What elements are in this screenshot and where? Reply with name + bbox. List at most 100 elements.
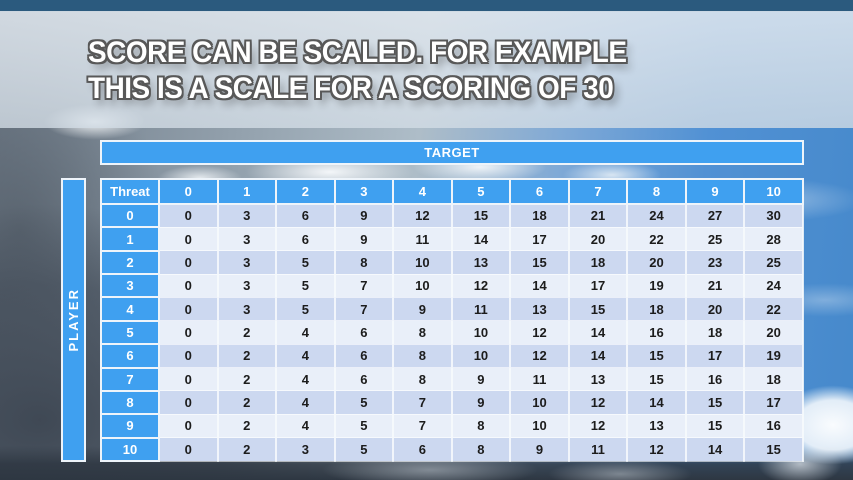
- score-cell: 14: [568, 344, 629, 369]
- score-cell: 8: [393, 367, 453, 392]
- score-cell: 4: [276, 344, 336, 369]
- column-header-row: Threat 0 1 2 3 4 5 6 7 8 9 10: [100, 178, 804, 205]
- row-label-cell: 5: [100, 319, 160, 346]
- score-cell: 9: [510, 437, 570, 462]
- score-cell: 4: [276, 414, 336, 439]
- score-cell: 4: [276, 367, 336, 392]
- score-cell: 15: [627, 344, 687, 369]
- score-cell: 9: [451, 367, 512, 392]
- table-row: 3 0 3 5 7 10 12 14 17 19 21 24: [100, 273, 804, 299]
- score-cell: 30: [744, 204, 804, 228]
- score-cell: 15: [451, 204, 512, 228]
- score-cell: 0: [159, 390, 219, 415]
- row-label-cell: 4: [100, 296, 160, 322]
- score-cell: 5: [334, 437, 395, 462]
- score-cell: 20: [685, 297, 746, 322]
- score-cell: 2: [217, 320, 278, 345]
- column-header-cell: 10: [743, 178, 804, 205]
- column-header-cell: 3: [333, 178, 395, 205]
- score-cell: 10: [451, 320, 512, 345]
- score-cell: 13: [627, 414, 687, 439]
- column-header-cell: 0: [158, 178, 219, 205]
- score-cell: 18: [627, 297, 687, 322]
- score-cell: 9: [334, 227, 395, 252]
- score-cell: 24: [627, 204, 687, 228]
- score-cell: 25: [685, 227, 746, 252]
- score-cell: 24: [744, 274, 804, 298]
- score-cell: 5: [334, 390, 395, 415]
- score-matrix-table: Threat 0 1 2 3 4 5 6 7 8 9 10 0 0 3 6 9 12 15 18 21 24 27 30 1…: [100, 178, 804, 463]
- score-cell: 6: [334, 320, 395, 345]
- score-cell: 3: [217, 204, 278, 228]
- score-cell: 6: [334, 344, 395, 369]
- row-label-cell: 7: [100, 366, 160, 392]
- score-cell: 20: [568, 227, 629, 252]
- score-cell: 9: [334, 204, 395, 228]
- player-label: PLAYER: [66, 288, 81, 352]
- score-cell: 0: [159, 414, 219, 439]
- target-label: TARGET: [424, 145, 480, 160]
- score-cell: 15: [627, 367, 687, 392]
- score-cell: 11: [568, 437, 629, 462]
- score-cell: 12: [568, 414, 629, 439]
- score-cell: 0: [159, 437, 219, 462]
- score-cell: 11: [510, 367, 570, 392]
- score-cell: 8: [393, 320, 453, 345]
- score-cell: 25: [744, 250, 804, 275]
- table-row: 4 0 3 5 7 9 11 13 15 18 20 22: [100, 296, 804, 322]
- score-cell: 2: [217, 390, 278, 415]
- score-cell: 14: [510, 274, 570, 298]
- score-cell: 28: [744, 227, 804, 252]
- title-band: [0, 11, 853, 128]
- score-cell: 19: [627, 274, 687, 298]
- table-row: 9 0 2 4 5 7 8 10 12 13 15 16: [100, 413, 804, 439]
- score-cell: 9: [451, 390, 512, 415]
- score-cell: 3: [217, 227, 278, 252]
- score-cell: 0: [159, 297, 219, 322]
- score-cell: 15: [685, 414, 746, 439]
- table-row: 2 0 3 5 8 10 13 15 18 20 23 25: [100, 249, 804, 276]
- score-cell: 10: [510, 414, 570, 439]
- score-cell: 6: [276, 204, 336, 228]
- score-cell: 22: [744, 297, 804, 322]
- score-cell: 8: [451, 437, 512, 462]
- score-cell: 13: [568, 367, 629, 392]
- column-header-cell: 2: [275, 178, 336, 205]
- column-header-cell: 4: [392, 178, 453, 205]
- score-cell: 2: [217, 367, 278, 392]
- score-cell: 13: [510, 297, 570, 322]
- score-cell: 6: [276, 227, 336, 252]
- slide-title: SCORE CAN BE SCALED. FOR EXAMPLE THIS IS…: [88, 35, 627, 107]
- score-cell: 5: [276, 297, 336, 322]
- score-cell: 5: [334, 414, 395, 439]
- score-cell: 10: [451, 344, 512, 369]
- table-row: 7 0 2 4 6 8 9 11 13 15 16 18: [100, 366, 804, 392]
- score-cell: 18: [744, 367, 804, 392]
- row-label-cell: 0: [100, 202, 160, 229]
- score-cell: 9: [393, 297, 453, 322]
- title-line-1: SCORE CAN BE SCALED. FOR EXAMPLE: [88, 36, 627, 69]
- row-label-cell: 1: [100, 226, 160, 252]
- score-cell: 22: [627, 227, 687, 252]
- column-header-cell: 5: [450, 178, 512, 205]
- score-cell: 20: [744, 320, 804, 345]
- column-header-cell: 6: [509, 178, 570, 205]
- score-cell: 0: [159, 320, 219, 345]
- score-cell: 12: [627, 437, 687, 462]
- score-cell: 12: [451, 274, 512, 298]
- table-row: 0 0 3 6 9 12 15 18 21 24 27 30: [100, 202, 804, 229]
- score-cell: 8: [451, 414, 512, 439]
- score-cell: 10: [393, 274, 453, 298]
- score-cell: 2: [217, 437, 278, 462]
- score-cell: 17: [685, 344, 746, 369]
- score-cell: 8: [334, 250, 395, 275]
- title-line-2: THIS IS A SCALE FOR A SCORING OF 30: [88, 72, 614, 105]
- score-cell: 11: [393, 227, 453, 252]
- score-cell: 18: [568, 250, 629, 275]
- score-cell: 20: [627, 250, 687, 275]
- score-cell: 14: [568, 320, 629, 345]
- score-cell: 12: [393, 204, 453, 228]
- column-header-cell: 1: [216, 178, 278, 205]
- row-label-cell: 9: [100, 413, 160, 439]
